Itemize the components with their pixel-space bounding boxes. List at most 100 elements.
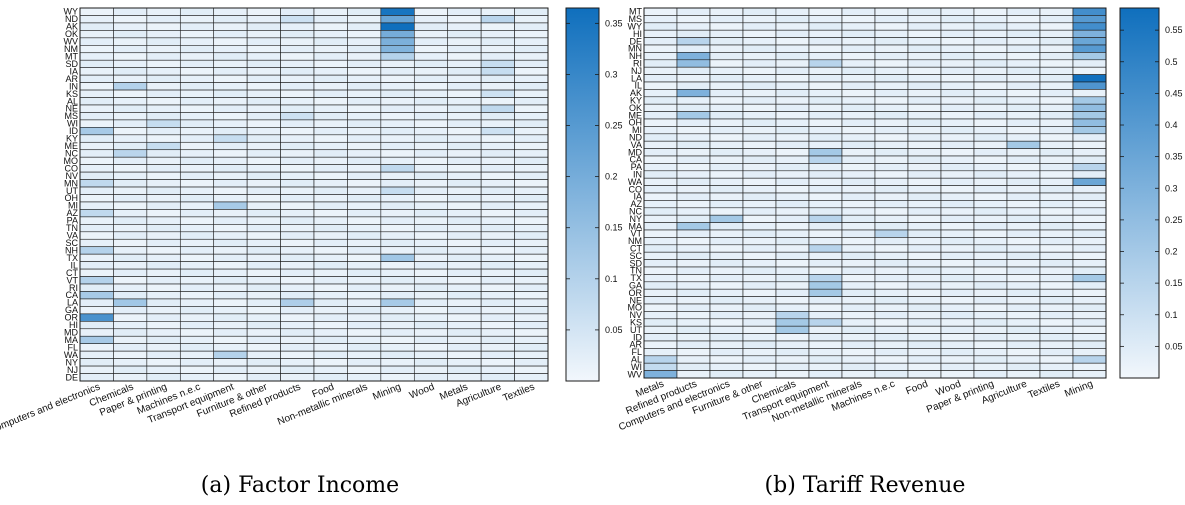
heatmap-cell (146, 171, 181, 180)
heatmap-cell (313, 209, 348, 218)
heatmap-cell (907, 52, 942, 61)
heatmap-cell (380, 253, 415, 262)
heatmap-cell (246, 373, 281, 382)
heatmap-cell (380, 119, 415, 128)
heatmap-cell (709, 207, 744, 216)
heatmap-cell (808, 22, 843, 31)
heatmap-cell (907, 7, 942, 16)
heatmap-cell (676, 118, 711, 127)
heatmap-cell (280, 194, 315, 203)
heatmap-cell (841, 96, 876, 105)
heatmap-cell (347, 7, 382, 16)
heatmap-cell (907, 266, 942, 275)
heatmap-cell (907, 185, 942, 194)
heatmap-cell (1039, 59, 1074, 68)
heatmap-cell (313, 15, 348, 24)
heatmap-cell (676, 15, 711, 24)
row-label: VA (67, 231, 78, 241)
row-label: PA (67, 216, 78, 226)
heatmap-cell (676, 251, 711, 260)
heatmap-cell (1072, 163, 1107, 172)
colorbar-tick-label: 0.15 (1165, 278, 1183, 288)
heatmap-cell (514, 321, 549, 330)
heatmap-cell (79, 74, 114, 83)
heatmap-cell (213, 231, 248, 240)
heatmap-cell (313, 52, 348, 61)
heatmap-cell (213, 44, 248, 54)
heatmap-cell (246, 335, 281, 344)
heatmap-cell (213, 321, 248, 330)
heatmap-cell (709, 303, 744, 312)
row-label: NE (65, 104, 78, 114)
heatmap-cell (313, 141, 348, 151)
heatmap-cell (907, 59, 942, 68)
heatmap-cell (808, 37, 843, 46)
heatmap-cell (213, 268, 248, 277)
heatmap-cell (775, 222, 810, 231)
heatmap-cell (676, 274, 711, 283)
heatmap-cell (347, 30, 382, 39)
heatmap-cell (480, 15, 515, 24)
heatmap-cell (775, 281, 810, 290)
heatmap-cell (213, 291, 248, 300)
column-label: Mining (1063, 379, 1094, 400)
heatmap-cell (79, 358, 114, 367)
heatmap-cell (709, 325, 744, 334)
heatmap-cell (246, 82, 281, 91)
heatmap-cell (413, 30, 449, 39)
heatmap-cell (1039, 170, 1074, 179)
heatmap-cell (347, 276, 382, 285)
heatmap-cell (940, 103, 975, 112)
heatmap-cell (146, 224, 181, 233)
heatmap-cell (79, 44, 114, 54)
heatmap-cell (742, 22, 777, 31)
heatmap-cell (246, 127, 281, 136)
heatmap-cell (447, 22, 482, 31)
heatmap-cell (514, 224, 549, 233)
heatmap-cell (643, 96, 678, 105)
heatmap-cell (514, 373, 549, 382)
heatmap-cell (480, 127, 515, 136)
heatmap-cell (380, 350, 415, 359)
heatmap-cell (146, 291, 181, 300)
heatmap-cell (246, 15, 281, 24)
heatmap-cell (1006, 163, 1041, 172)
heatmap-cell (413, 112, 449, 121)
heatmap-cell (874, 348, 909, 357)
heatmap-cell (413, 179, 449, 188)
heatmap-cell (213, 343, 248, 352)
heatmap-cell (380, 179, 415, 188)
heatmap-cell (643, 370, 678, 379)
heatmap-cell (1006, 348, 1041, 357)
row-label: NE (629, 295, 642, 305)
heatmap-cell (113, 82, 148, 91)
colorbar (565, 7, 600, 382)
heatmap-cell (874, 81, 909, 90)
heatmap-cell (1006, 296, 1041, 305)
heatmap-cell (709, 81, 744, 90)
heatmap-cell (973, 126, 1008, 135)
heatmap-cell (146, 306, 181, 315)
heatmap-cell (643, 311, 678, 320)
heatmap-cell (742, 185, 777, 194)
heatmap-cell (1006, 207, 1041, 216)
heatmap-cell (808, 74, 843, 83)
heatmap-cell (514, 164, 549, 173)
heatmap-cell (1072, 207, 1107, 216)
heatmap-cell (447, 134, 482, 143)
heatmap-cell (1006, 229, 1041, 238)
heatmap-cell (514, 365, 549, 374)
heatmap-cell (940, 296, 975, 305)
heatmap-cell (246, 224, 281, 233)
heatmap-cell (643, 74, 678, 83)
heatmap-cell (246, 298, 281, 307)
heatmap-cell (874, 325, 909, 334)
heatmap-cell (940, 222, 975, 231)
heatmap-cell (973, 200, 1008, 209)
heatmap-cell (213, 119, 248, 128)
row-label: NM (64, 44, 78, 54)
heatmap-cell (709, 177, 744, 186)
heatmap-cell (480, 261, 515, 270)
heatmap-cell (940, 192, 975, 201)
heatmap-cell (514, 298, 549, 307)
